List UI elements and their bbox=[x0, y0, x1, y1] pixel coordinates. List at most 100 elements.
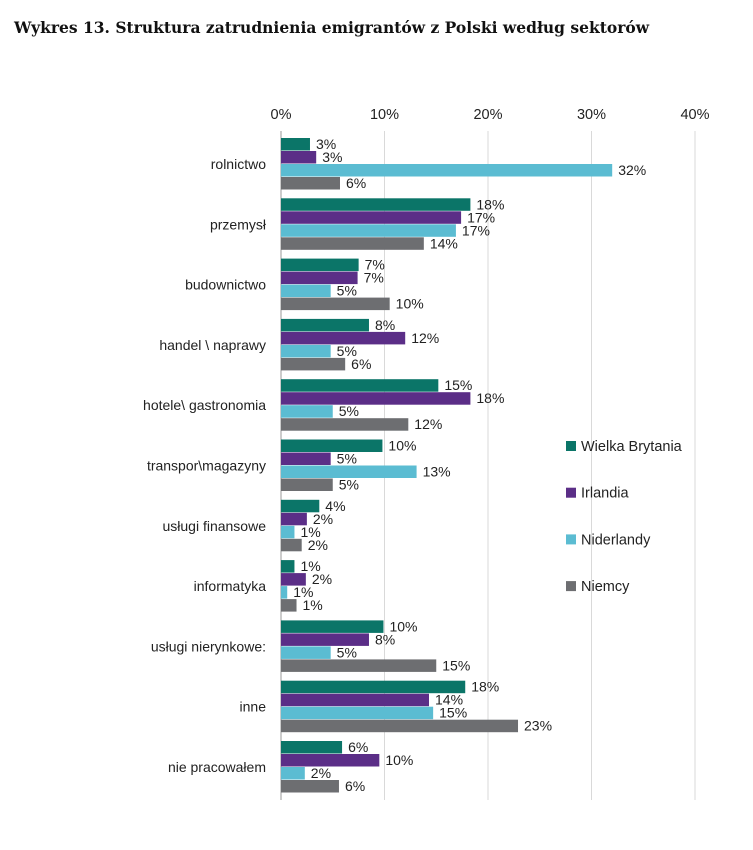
bar bbox=[281, 224, 456, 237]
bar bbox=[281, 646, 331, 659]
data-label: 10% bbox=[389, 618, 417, 634]
data-labels: 3%3%32%6%18%17%17%14%7%7%5%10%8%12%5%6%1… bbox=[293, 136, 646, 794]
data-label: 5% bbox=[339, 403, 359, 419]
data-label: 5% bbox=[337, 451, 357, 467]
bar bbox=[281, 418, 409, 431]
legend-swatch bbox=[566, 441, 576, 451]
data-label: 7% bbox=[365, 257, 385, 273]
data-label: 4% bbox=[325, 498, 345, 514]
bar bbox=[281, 405, 333, 418]
data-label: 12% bbox=[414, 416, 442, 432]
x-tick-label: 30% bbox=[577, 107, 606, 123]
data-label: 6% bbox=[351, 356, 371, 372]
bar bbox=[281, 164, 613, 177]
bar bbox=[281, 198, 471, 211]
category-label: inne bbox=[240, 699, 267, 715]
category-label: usługi nierynkowe: bbox=[151, 638, 266, 654]
data-label: 15% bbox=[444, 377, 472, 393]
bars bbox=[281, 138, 613, 793]
bar bbox=[281, 297, 390, 311]
data-label: 1% bbox=[300, 558, 320, 574]
bar bbox=[281, 439, 383, 452]
category-labels: rolnictwo przemysł budownictwo handel \ nap… bbox=[143, 156, 267, 775]
legend-swatch bbox=[566, 534, 576, 545]
data-label: 32% bbox=[618, 162, 646, 178]
legend-swatch bbox=[566, 581, 576, 592]
bar bbox=[281, 573, 306, 586]
data-label: 23% bbox=[524, 718, 552, 734]
x-tick-label: 40% bbox=[680, 107, 709, 123]
bar bbox=[281, 512, 307, 526]
bar bbox=[281, 379, 439, 392]
category-label: budownictwo bbox=[185, 277, 266, 293]
bar bbox=[281, 237, 424, 250]
data-label: 5% bbox=[337, 283, 357, 299]
data-label: 18% bbox=[471, 679, 499, 695]
legend-entry: Wielka Brytania bbox=[581, 439, 683, 455]
data-label: 5% bbox=[339, 477, 359, 493]
legend: Wielka Brytania Irlandia Niderlandy Niemcy bbox=[566, 439, 683, 595]
bar bbox=[281, 538, 302, 552]
bar bbox=[281, 767, 305, 780]
bar bbox=[281, 258, 359, 272]
category-label: transpor\magazyny bbox=[147, 458, 266, 474]
bar bbox=[281, 478, 333, 491]
bar bbox=[281, 318, 369, 332]
data-label: 3% bbox=[322, 149, 342, 165]
bar bbox=[281, 586, 288, 599]
data-label: 5% bbox=[337, 343, 357, 359]
bar bbox=[281, 344, 331, 358]
category-label: nie pracowałem bbox=[168, 759, 266, 775]
data-label: 14% bbox=[435, 692, 463, 708]
legend-swatch bbox=[566, 487, 576, 498]
data-label: 6% bbox=[346, 175, 366, 191]
bar bbox=[281, 659, 437, 672]
x-tick-label: 20% bbox=[473, 107, 502, 123]
data-label: 1% bbox=[300, 524, 320, 540]
data-label: 17% bbox=[467, 209, 495, 225]
data-label: 17% bbox=[462, 222, 490, 238]
bar bbox=[281, 780, 339, 793]
data-label: 18% bbox=[476, 196, 504, 212]
bar bbox=[281, 465, 417, 478]
bar bbox=[281, 680, 466, 694]
category-label: usługi finansowe bbox=[162, 518, 266, 534]
bar bbox=[281, 620, 384, 633]
data-label: 14% bbox=[430, 235, 458, 251]
data-label: 6% bbox=[345, 778, 365, 794]
bar bbox=[281, 706, 434, 720]
category-label: hotele\ gastronomia bbox=[143, 397, 266, 413]
data-label: 10% bbox=[385, 752, 413, 768]
bar bbox=[281, 754, 380, 767]
bar bbox=[281, 331, 406, 345]
bar bbox=[281, 284, 331, 298]
data-label: 18% bbox=[476, 390, 504, 406]
legend-entry: Niemcy bbox=[581, 579, 630, 595]
data-label: 5% bbox=[337, 644, 357, 660]
data-label: 7% bbox=[364, 270, 384, 286]
data-label: 15% bbox=[442, 657, 470, 673]
bar bbox=[281, 525, 295, 539]
bar bbox=[281, 633, 369, 646]
bar bbox=[281, 271, 358, 285]
data-label: 2% bbox=[312, 571, 332, 587]
category-label: informatyka bbox=[194, 578, 267, 594]
data-label: 15% bbox=[439, 705, 467, 721]
bar bbox=[281, 741, 343, 754]
data-label: 1% bbox=[293, 584, 313, 600]
data-label: 13% bbox=[423, 464, 451, 480]
data-label: 3% bbox=[316, 136, 336, 152]
data-label: 2% bbox=[313, 511, 333, 527]
data-label: 12% bbox=[411, 330, 439, 346]
bar bbox=[281, 357, 346, 371]
x-tick-label: 10% bbox=[370, 107, 399, 123]
data-label: 8% bbox=[375, 317, 395, 333]
data-label: 2% bbox=[308, 537, 328, 553]
category-label: przemysł bbox=[210, 216, 267, 232]
bar bbox=[281, 452, 331, 465]
data-label: 1% bbox=[303, 597, 323, 613]
bar bbox=[281, 499, 320, 513]
bar bbox=[281, 693, 430, 707]
bar bbox=[281, 151, 317, 164]
legend-entry: Irlandia bbox=[581, 486, 629, 502]
